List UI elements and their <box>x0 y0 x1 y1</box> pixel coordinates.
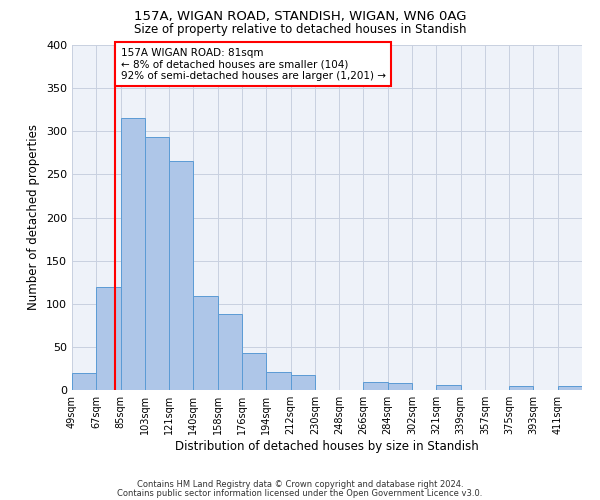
Bar <box>242 353 266 390</box>
Bar <box>193 296 218 390</box>
Bar <box>558 386 582 390</box>
Text: 157A WIGAN ROAD: 81sqm
← 8% of detached houses are smaller (104)
92% of semi-det: 157A WIGAN ROAD: 81sqm ← 8% of detached … <box>121 48 386 81</box>
Text: Contains public sector information licensed under the Open Government Licence v3: Contains public sector information licen… <box>118 488 482 498</box>
Bar <box>364 382 388 390</box>
Bar <box>388 383 412 390</box>
Text: 157A, WIGAN ROAD, STANDISH, WIGAN, WN6 0AG: 157A, WIGAN ROAD, STANDISH, WIGAN, WN6 0… <box>134 10 466 23</box>
Bar <box>145 138 169 390</box>
Bar <box>218 314 242 390</box>
Bar <box>436 385 461 390</box>
X-axis label: Distribution of detached houses by size in Standish: Distribution of detached houses by size … <box>175 440 479 453</box>
Bar <box>266 372 290 390</box>
Y-axis label: Number of detached properties: Number of detached properties <box>28 124 40 310</box>
Bar <box>509 386 533 390</box>
Text: Size of property relative to detached houses in Standish: Size of property relative to detached ho… <box>134 22 466 36</box>
Bar <box>121 118 145 390</box>
Text: Contains HM Land Registry data © Crown copyright and database right 2024.: Contains HM Land Registry data © Crown c… <box>137 480 463 489</box>
Bar <box>72 373 96 390</box>
Bar <box>290 376 315 390</box>
Bar <box>169 162 193 390</box>
Bar <box>96 286 121 390</box>
